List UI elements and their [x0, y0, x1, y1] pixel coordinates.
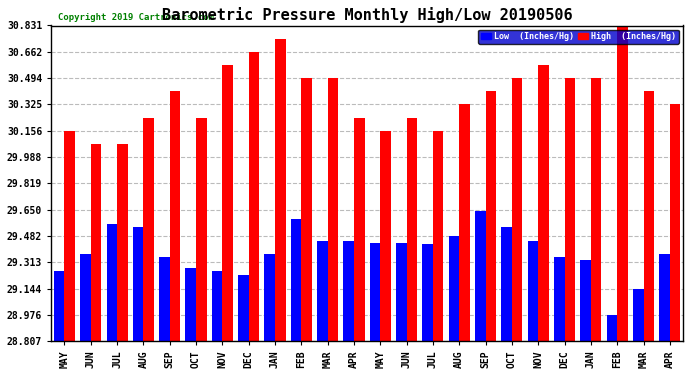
Bar	[90, 144, 101, 341]
Bar	[354, 118, 364, 341]
Bar	[80, 254, 90, 341]
Bar	[275, 39, 286, 341]
Bar	[317, 241, 328, 341]
Bar	[406, 118, 417, 341]
Bar	[475, 211, 486, 341]
Bar	[580, 260, 591, 341]
Bar	[212, 271, 222, 341]
Bar	[186, 268, 196, 341]
Bar	[633, 289, 644, 341]
Bar	[144, 118, 154, 341]
Bar	[502, 227, 512, 341]
Bar	[170, 91, 180, 341]
Bar	[528, 241, 538, 341]
Bar	[607, 315, 618, 341]
Bar	[222, 65, 233, 341]
Bar	[344, 241, 354, 341]
Bar	[618, 26, 628, 341]
Bar	[554, 256, 564, 341]
Bar	[328, 78, 338, 341]
Title: Barometric Pressure Monthly High/Low 20190506: Barometric Pressure Monthly High/Low 201…	[162, 7, 573, 23]
Bar	[538, 65, 549, 341]
Bar	[159, 256, 170, 341]
Bar	[64, 131, 75, 341]
Bar	[117, 144, 128, 341]
Bar	[264, 254, 275, 341]
Bar	[248, 52, 259, 341]
Bar	[448, 236, 460, 341]
Bar	[433, 131, 444, 341]
Bar	[302, 78, 312, 341]
Bar	[486, 91, 496, 341]
Bar	[54, 271, 64, 341]
Bar	[196, 118, 206, 341]
Bar	[422, 244, 433, 341]
Bar	[460, 105, 470, 341]
Bar	[512, 78, 522, 341]
Bar	[133, 227, 144, 341]
Bar	[660, 254, 670, 341]
Bar	[564, 78, 575, 341]
Bar	[380, 131, 391, 341]
Text: Copyright 2019 Cartronics.com: Copyright 2019 Cartronics.com	[57, 13, 213, 22]
Bar	[106, 224, 117, 341]
Bar	[370, 243, 380, 341]
Bar	[238, 275, 248, 341]
Bar	[591, 78, 602, 341]
Bar	[670, 105, 680, 341]
Legend: Low  (Inches/Hg), High  (Inches/Hg): Low (Inches/Hg), High (Inches/Hg)	[478, 30, 679, 44]
Bar	[396, 243, 406, 341]
Bar	[644, 91, 654, 341]
Bar	[290, 219, 302, 341]
